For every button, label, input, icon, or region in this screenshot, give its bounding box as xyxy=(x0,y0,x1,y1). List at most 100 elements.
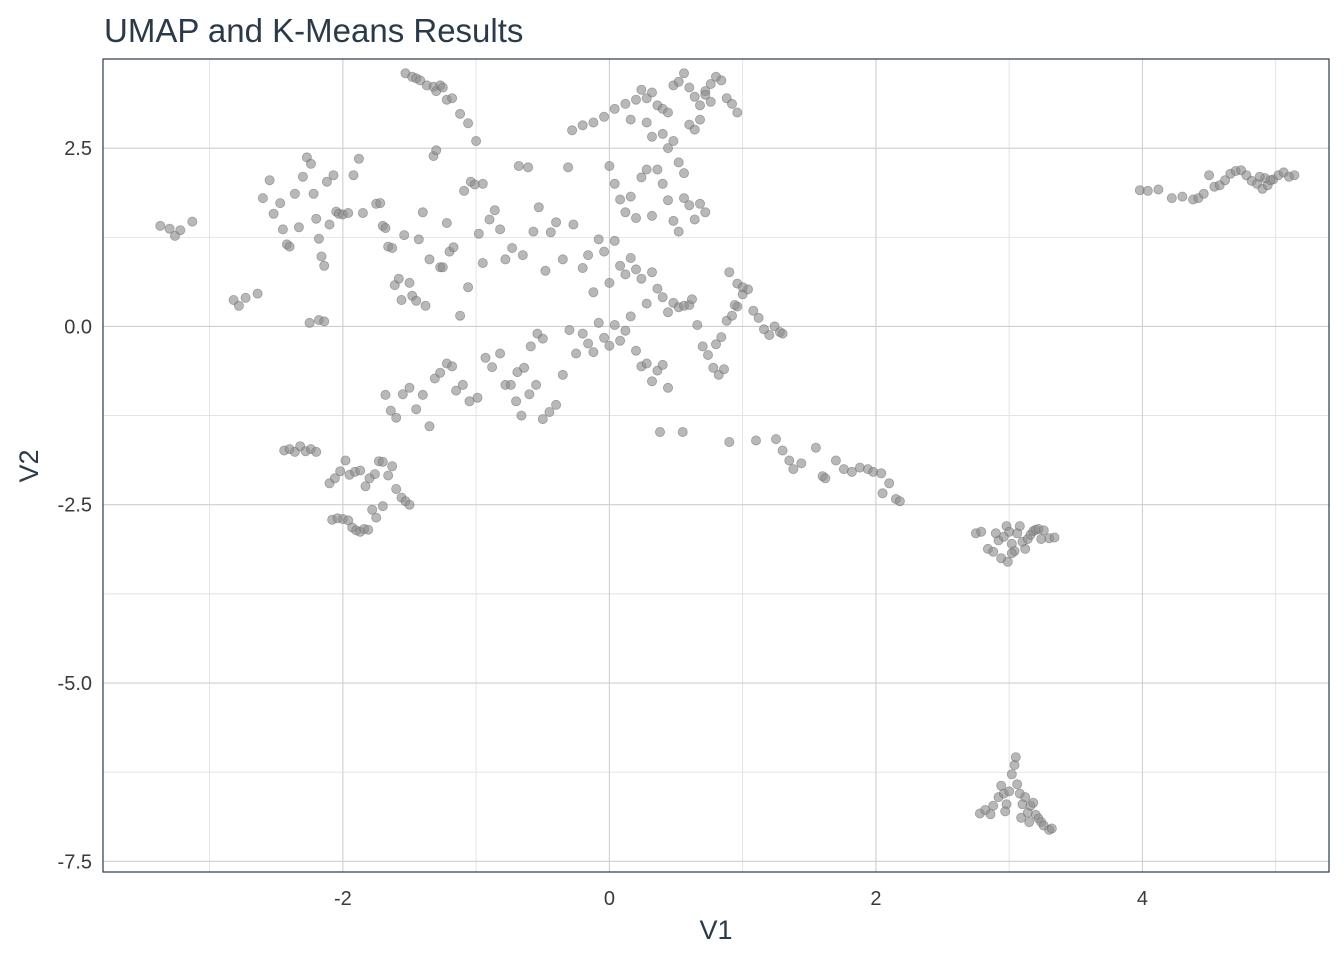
data-point xyxy=(363,524,374,535)
data-point xyxy=(473,228,484,239)
data-point xyxy=(727,310,738,321)
data-point xyxy=(385,405,396,416)
data-point xyxy=(360,481,371,492)
data-point xyxy=(684,200,695,211)
data-point xyxy=(1002,556,1013,567)
data-point xyxy=(700,89,711,100)
y-tick-label: -7.5 xyxy=(58,851,92,873)
data-point xyxy=(284,241,295,252)
data-point xyxy=(1166,193,1177,204)
x-tick-label: 0 xyxy=(604,888,615,910)
data-point xyxy=(1198,188,1209,199)
data-point xyxy=(375,198,386,209)
data-point xyxy=(647,131,658,142)
data-point xyxy=(732,107,743,118)
data-point xyxy=(459,185,470,196)
data-point xyxy=(854,462,865,473)
data-point xyxy=(810,442,821,453)
data-point xyxy=(355,465,366,476)
data-point xyxy=(187,216,198,227)
data-point xyxy=(387,242,398,253)
data-point xyxy=(641,117,652,128)
data-point xyxy=(563,162,574,173)
data-point xyxy=(620,207,631,218)
data-point xyxy=(495,224,506,235)
data-point xyxy=(477,257,488,268)
data-point xyxy=(1220,175,1231,186)
data-point xyxy=(1010,752,1021,763)
data-point xyxy=(625,114,636,125)
data-point xyxy=(668,135,679,146)
data-point xyxy=(1020,543,1031,554)
data-point xyxy=(609,319,620,330)
data-point xyxy=(1142,185,1153,196)
y-axis-title: V2 xyxy=(14,449,44,482)
data-point xyxy=(673,157,684,168)
data-point xyxy=(524,389,535,400)
data-point xyxy=(711,339,722,350)
data-point xyxy=(679,68,690,79)
data-point xyxy=(328,170,339,181)
data-point xyxy=(415,75,426,86)
data-point xyxy=(588,287,599,298)
data-point xyxy=(976,526,987,537)
y-tick-label: 0.0 xyxy=(64,316,92,338)
data-point xyxy=(447,93,458,104)
data-point xyxy=(673,76,684,87)
data-point xyxy=(655,426,666,437)
data-point xyxy=(695,198,706,209)
data-point xyxy=(1020,792,1031,803)
data-point xyxy=(695,100,706,111)
data-point xyxy=(663,107,674,118)
data-point xyxy=(724,436,735,447)
data-point xyxy=(788,464,799,475)
data-point xyxy=(620,325,631,336)
data-point xyxy=(441,217,452,228)
data-point xyxy=(311,446,322,457)
data-point xyxy=(846,466,857,477)
data-point xyxy=(353,153,364,164)
data-point xyxy=(577,262,588,273)
data-point xyxy=(545,227,556,238)
data-point xyxy=(367,504,378,515)
data-point xyxy=(724,267,735,278)
data-point xyxy=(435,367,446,378)
data-point xyxy=(599,246,610,257)
data-point xyxy=(705,96,716,107)
data-point xyxy=(525,341,536,352)
data-point xyxy=(588,117,599,128)
data-point xyxy=(348,170,359,181)
data-point xyxy=(447,361,458,372)
data-point xyxy=(689,124,700,135)
data-point xyxy=(1006,769,1017,780)
data-point xyxy=(1024,817,1035,828)
data-point xyxy=(641,358,652,369)
data-point xyxy=(297,171,308,182)
data-point xyxy=(528,226,539,237)
data-point xyxy=(500,254,511,265)
grid-lines xyxy=(103,58,1329,872)
x-tick-label: 4 xyxy=(1137,888,1148,910)
data-point xyxy=(1153,184,1164,195)
data-point xyxy=(489,205,500,216)
data-point xyxy=(391,412,402,423)
data-point xyxy=(557,369,568,380)
data-point xyxy=(387,461,398,472)
data-point xyxy=(311,213,322,224)
data-point xyxy=(1036,534,1047,545)
data-point xyxy=(620,269,631,280)
data-point xyxy=(719,364,730,375)
data-point xyxy=(240,292,251,303)
data-point xyxy=(463,282,474,293)
data-point xyxy=(876,468,887,479)
data-point xyxy=(377,456,388,467)
data-point xyxy=(472,392,483,403)
data-point xyxy=(268,208,279,219)
data-point xyxy=(1046,823,1057,834)
data-point xyxy=(411,295,422,306)
data-point xyxy=(507,242,518,253)
data-point xyxy=(615,194,626,205)
data-point xyxy=(647,210,658,221)
data-point xyxy=(463,118,474,129)
data-point xyxy=(647,87,658,98)
